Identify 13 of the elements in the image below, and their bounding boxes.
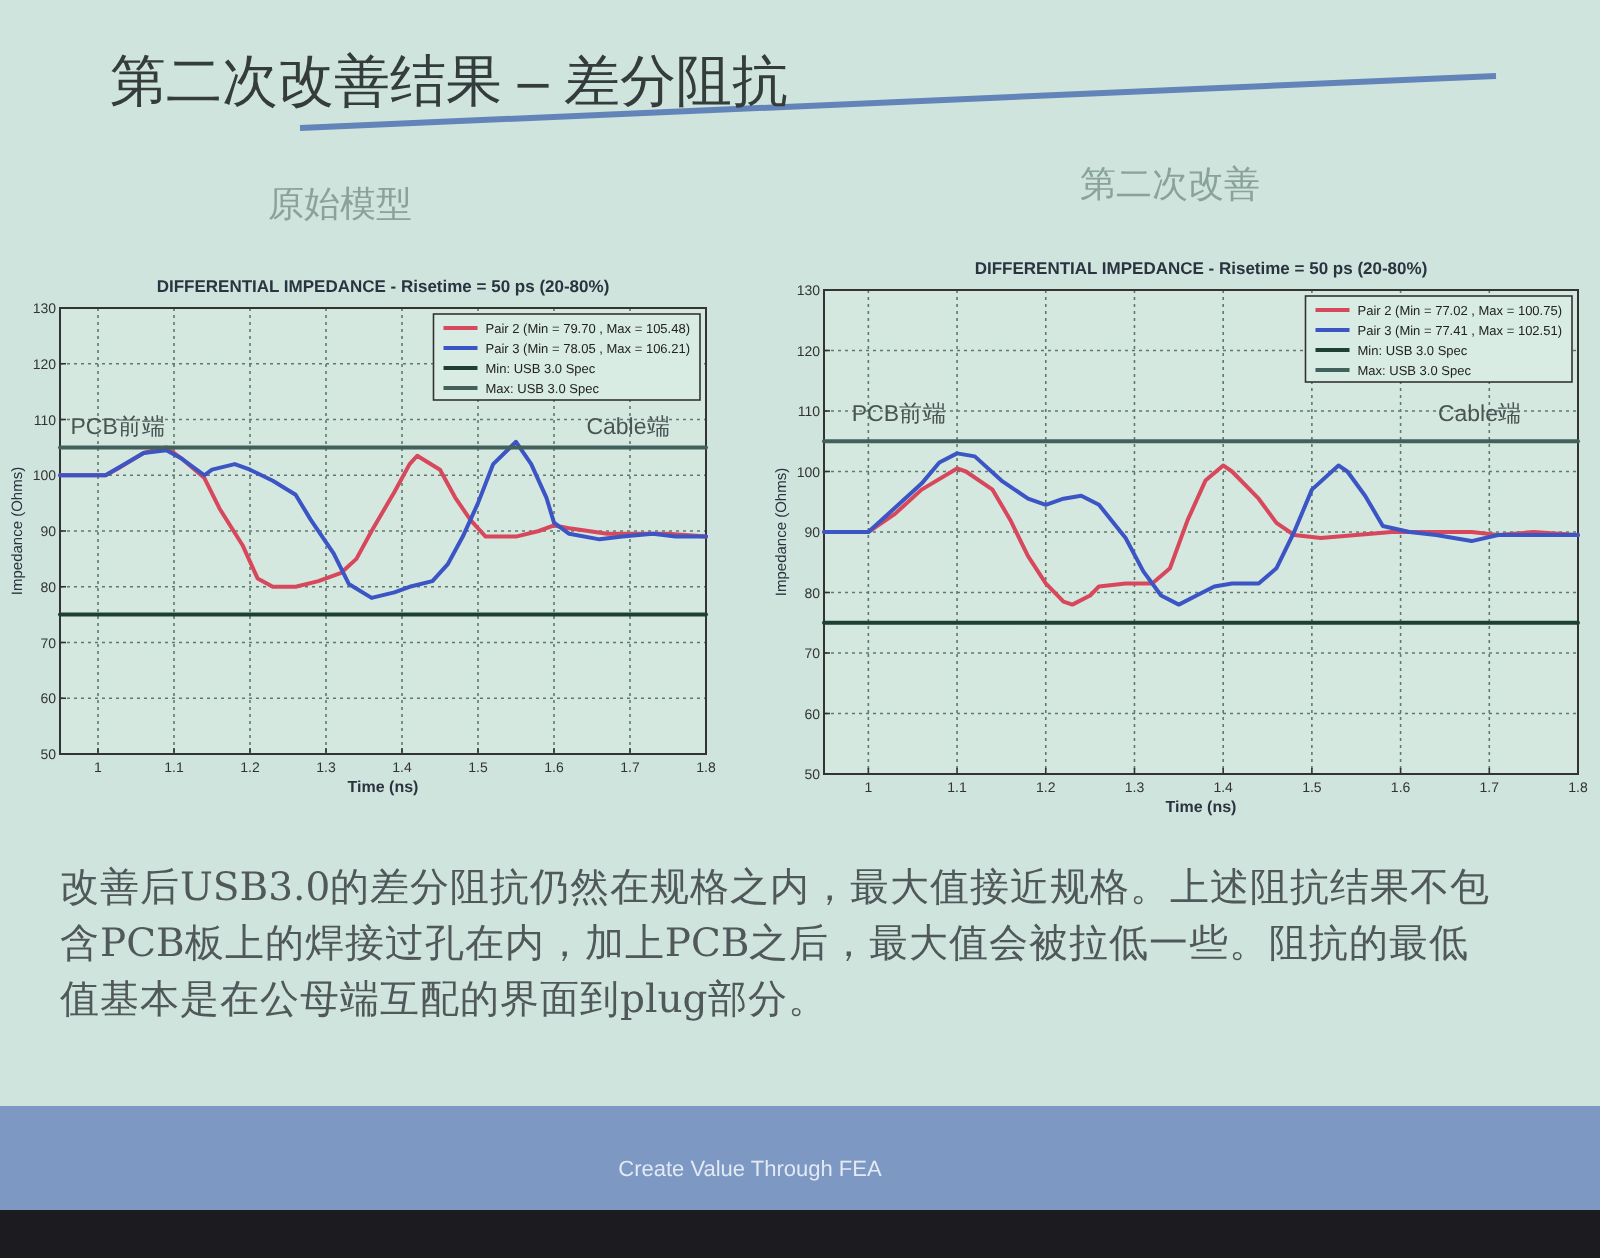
- annotation: Cable端: [1437, 401, 1523, 428]
- annotation: PCB前端: [851, 401, 948, 428]
- chart-title: 第二次改善: [1080, 164, 1260, 206]
- chart-subtitle: DIFFERENTIAL IMPEDANCE - Risetime = 50 ps (20-80%): [156, 276, 610, 296]
- chart-title: 原始模型: [268, 184, 412, 226]
- x-axis-title: Time (ns): [347, 778, 420, 796]
- annotation: Cable端: [586, 414, 671, 441]
- text: 改善后USB3.0的差分阻抗仍然在规格之内，最大值接近规格。上述阻抗结果不包含PCB板上的焊接过孔在内，加上PCB之后，最大值会被拉低一些。阻抗的最低值基本是在公母端互配的界面到plug部分。: [60, 862, 1493, 1026]
- text: Create Value Through FEA: [618, 1158, 883, 1182]
- x-axis-title: Time (ns): [1165, 798, 1238, 816]
- text: 第二次改善结果 – 差分阻抗: [110, 50, 789, 112]
- annotation: PCB前端: [70, 414, 166, 441]
- chart-subtitle: DIFFERENTIAL IMPEDANCE - Risetime = 50 ps (20-80%): [974, 258, 1428, 278]
